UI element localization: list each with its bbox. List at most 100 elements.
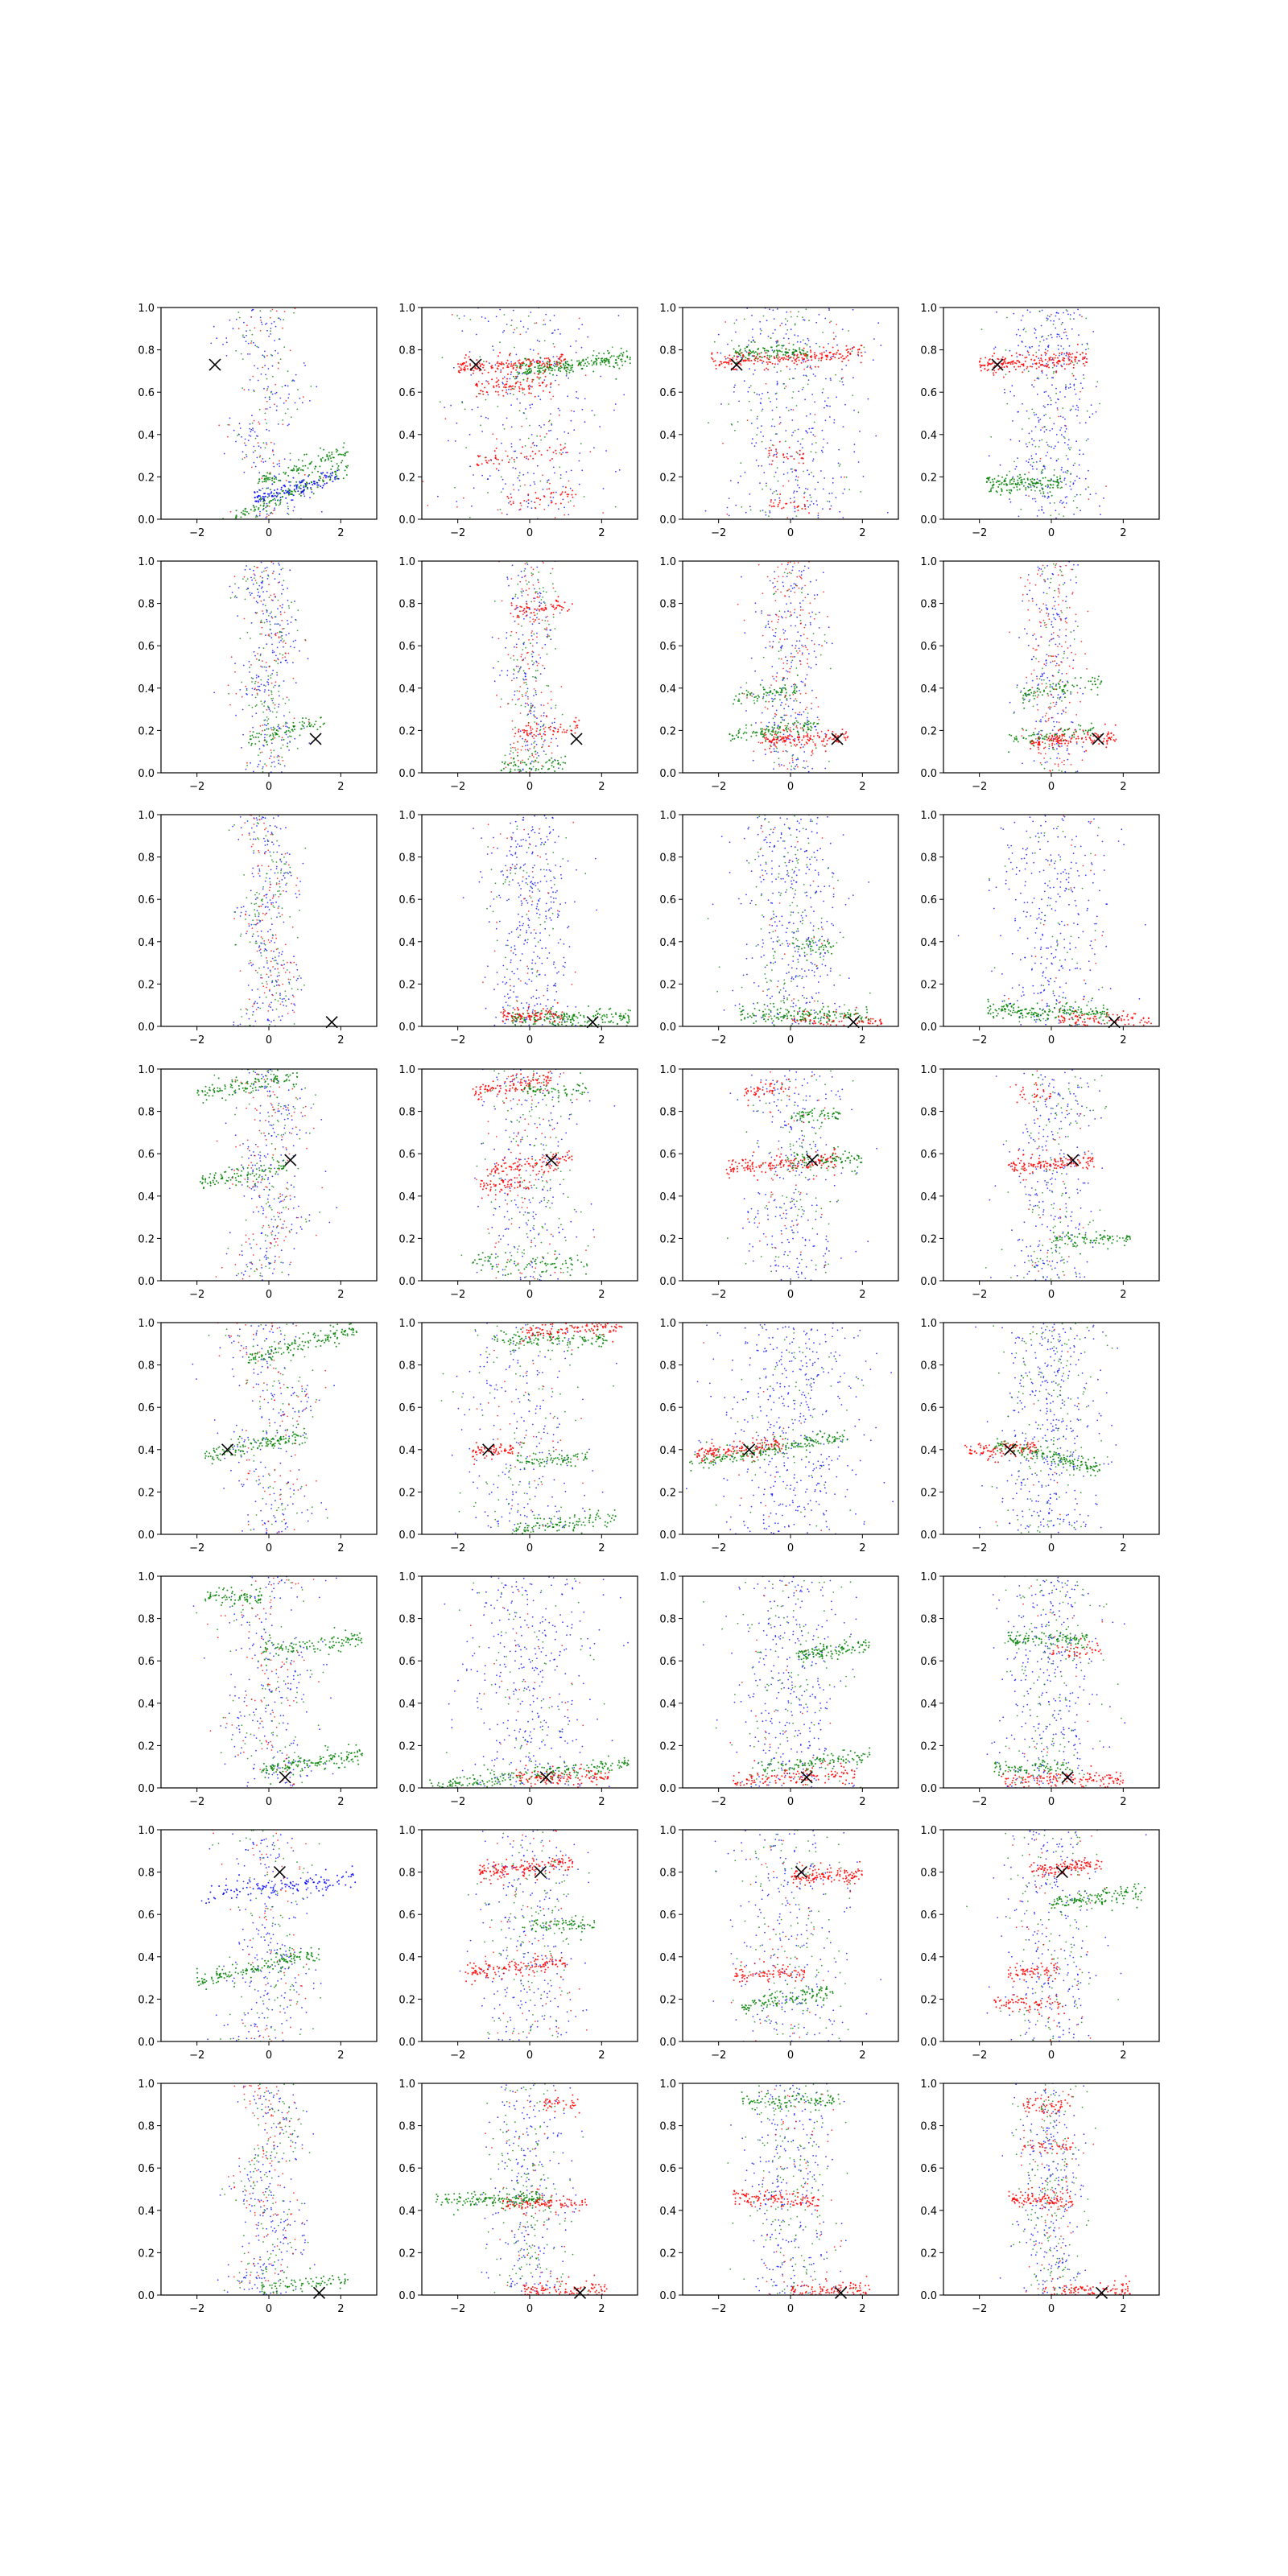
scatter-point-red (1001, 356, 1004, 358)
scatter-point-red (539, 498, 542, 501)
scatter-point-red (495, 447, 497, 449)
scatter-point-blue (543, 601, 545, 603)
scatter-point-green (548, 635, 551, 637)
scatter-point-red (506, 495, 509, 497)
scatter-point-red (530, 455, 531, 457)
scatter-point-blue (769, 511, 771, 514)
scatter-point-red (829, 508, 832, 510)
scatter-point-blue (743, 380, 745, 382)
scatter-point-blue (781, 616, 782, 617)
scatter-point-blue (853, 409, 855, 411)
scatter-point-red (993, 369, 996, 372)
x-tick-label: 0 (787, 527, 794, 539)
scatter-point-red (780, 658, 782, 660)
scatter-point-blue (802, 681, 804, 683)
scatter-point-red (552, 605, 555, 606)
scatter-point-blue (1075, 393, 1077, 395)
scatter-point-blue (795, 717, 797, 719)
scatter-point-green (1032, 484, 1034, 486)
scatter-point-green (763, 348, 766, 349)
scatter-point-green (1017, 479, 1019, 481)
scatter-point-red (557, 596, 559, 598)
scatter-point-green (626, 355, 629, 357)
scatter-point-blue (295, 682, 297, 683)
scatter-point-red (803, 503, 806, 506)
scatter-point-red (1014, 369, 1017, 370)
scatter-point-blue (988, 455, 990, 457)
scatter-point-green (270, 690, 272, 692)
scatter-point-red (259, 576, 262, 578)
scatter-point-blue (552, 466, 555, 469)
scatter-point-green (625, 350, 628, 353)
scatter-point-green (622, 352, 625, 353)
scatter-point-blue (539, 657, 542, 658)
scatter-point-red (789, 671, 791, 673)
scatter-point-blue (1034, 328, 1036, 330)
scatter-point-blue (229, 417, 231, 419)
scatter-point-blue (471, 505, 473, 507)
scatter-point-blue (824, 407, 825, 409)
scatter-point-blue (818, 611, 820, 613)
scatter-point-blue (1004, 391, 1005, 394)
scatter-point-red (805, 760, 807, 762)
scatter-point-blue (857, 461, 860, 463)
scatter-point-blue (786, 452, 788, 455)
scatter-point-red (753, 362, 755, 365)
scatter-point-blue (258, 748, 261, 750)
scatter-point-green (990, 436, 993, 438)
scatter-point-red (541, 609, 543, 611)
scatter-point-red (847, 351, 849, 353)
scatter-point-red (531, 645, 534, 647)
scatter-point-green (620, 347, 622, 349)
scatter-point-green (1029, 483, 1031, 485)
scatter-point-green (298, 487, 300, 489)
scatter-point-red (560, 606, 563, 608)
scatter-point-blue (557, 328, 559, 331)
scatter-point-blue (1042, 405, 1045, 407)
scatter-point-red (534, 608, 536, 610)
scatter-point-red (803, 368, 805, 370)
scatter-point-blue (1082, 453, 1084, 456)
scatter-point-green (250, 677, 253, 679)
scatter-point-blue (1029, 311, 1031, 313)
scatter-point-blue (803, 751, 806, 753)
scatter-point-blue (1046, 338, 1048, 340)
scatter-point-blue (747, 390, 749, 393)
scatter-point-green (502, 761, 503, 763)
scatter-point-red (1068, 352, 1071, 354)
scatter-point-red (302, 396, 304, 398)
scatter-point-green (522, 649, 524, 650)
scatter-point-green (552, 374, 554, 376)
scatter-point-blue (762, 510, 764, 511)
scatter-point-blue (517, 671, 519, 673)
scatter-point-blue (841, 368, 843, 370)
scatter-point-green (998, 480, 1001, 482)
scatter-point-green (271, 733, 274, 735)
scatter-point-blue (543, 712, 545, 714)
scatter-point-red (571, 603, 573, 605)
scatter-point-blue (249, 592, 251, 594)
scatter-point-blue (795, 758, 798, 761)
scatter-point-blue (822, 488, 824, 490)
scatter-point-red (533, 756, 535, 758)
scatter-point-green (520, 704, 522, 707)
scatter-point-blue (790, 328, 792, 331)
scatter-point-red (274, 659, 275, 662)
scatter-point-green (297, 609, 299, 611)
scatter-point-green (766, 352, 768, 354)
scatter-point-blue (812, 503, 815, 505)
scatter-point-blue (1036, 393, 1038, 395)
scatter-point-red (497, 390, 499, 393)
scatter-point-red (482, 364, 485, 366)
scatter-point-green (533, 662, 535, 664)
scatter-point-green (247, 512, 250, 514)
scatter-point-blue (526, 744, 529, 746)
scatter-point-blue (1025, 443, 1027, 445)
scatter-point-green (1044, 477, 1046, 479)
scatter-point-red (1082, 358, 1084, 361)
scatter-point-green (1065, 309, 1067, 311)
scatter-point-blue (264, 324, 266, 325)
scatter-point-red (1033, 359, 1035, 361)
scatter-point-blue (1067, 439, 1070, 441)
scatter-point-red (564, 486, 567, 489)
